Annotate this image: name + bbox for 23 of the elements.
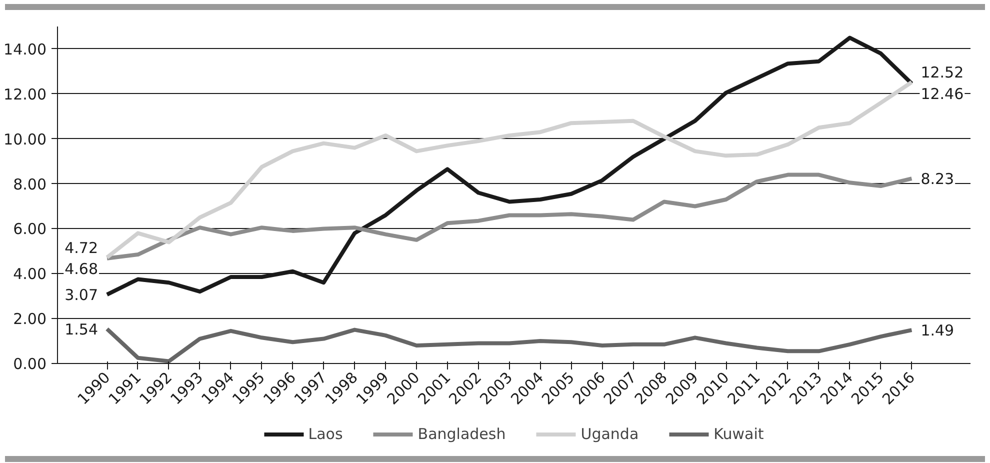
legend-label: Bangladesh	[418, 425, 506, 443]
data-label: 12.46	[920, 85, 964, 104]
line-series	[105, 326, 914, 364]
y-tick-label: 8.00	[13, 175, 47, 194]
data-label: 1.49	[920, 322, 954, 340]
line-series	[105, 172, 914, 260]
legend-label: Kuwait	[714, 425, 764, 443]
y-tick-label: 14.00	[4, 40, 47, 58]
data-label: 8.23	[920, 170, 954, 188]
line-series	[105, 80, 914, 260]
y-tick-label: 6.00	[13, 220, 47, 238]
data-label: 3.07	[64, 286, 98, 304]
y-tick-label: 2.00	[13, 310, 47, 328]
data-label: 4.68	[64, 260, 98, 278]
y-tick-label: 10.00	[4, 130, 47, 148]
data-label: 4.72	[64, 238, 98, 257]
data-label: 1.54	[64, 320, 98, 338]
legend-label: Uganda	[580, 425, 639, 443]
legend-label: Laos	[308, 425, 343, 443]
y-tick-label: 0.00	[13, 355, 47, 373]
data-label: 12.52	[920, 64, 964, 82]
y-tick-label: 4.00	[13, 265, 47, 284]
y-tick-label: 12.00	[4, 85, 47, 104]
